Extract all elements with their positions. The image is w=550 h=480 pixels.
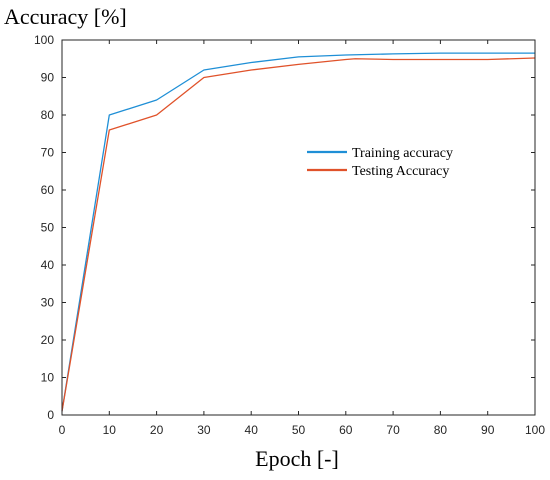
y-axis-label: Accuracy [%] [4, 4, 127, 29]
x-tick-label: 30 [197, 423, 211, 437]
x-tick-label: 70 [386, 423, 400, 437]
x-tick-label: 50 [292, 423, 306, 437]
x-tick-label: 40 [245, 423, 259, 437]
x-axis-label: Epoch [-] [255, 446, 339, 471]
x-tick-label: 10 [103, 423, 117, 437]
x-tick-label: 80 [434, 423, 448, 437]
series-line-1 [61, 52, 535, 412]
y-tick-label: 10 [41, 371, 55, 385]
x-tick-label: 0 [59, 423, 66, 437]
y-tick-label: 20 [41, 333, 55, 347]
series-line-2 [61, 57, 536, 412]
y-tick-label: 30 [41, 296, 55, 310]
x-tick-label: 100 [525, 423, 545, 437]
plot-layer [61, 52, 536, 412]
y-tick-label: 80 [41, 108, 55, 122]
y-tick-label: 90 [41, 71, 55, 85]
x-tick-label: 20 [150, 423, 164, 437]
x-tick-label: 60 [339, 423, 353, 437]
plot-frame [61, 39, 536, 416]
y-tick-label: 100 [34, 33, 54, 47]
axes-layer: 0 10 20 30 40 50 60 70 80 90 100 0 10 20 30 40 50 60 70 80 9… [34, 33, 545, 437]
y-tick-label: 40 [41, 258, 55, 272]
y-tick-label: 50 [41, 221, 55, 235]
x-tick-label: 90 [481, 423, 495, 437]
y-tick-label: 60 [41, 183, 55, 197]
legend-label-1: Training accuracy [352, 146, 453, 161]
y-tick-label: 70 [41, 146, 55, 160]
legend: Training accuracy Testing Accuracy [307, 146, 453, 179]
legend-label-2: Testing Accuracy [352, 164, 449, 179]
y-tick-label: 0 [47, 408, 54, 422]
